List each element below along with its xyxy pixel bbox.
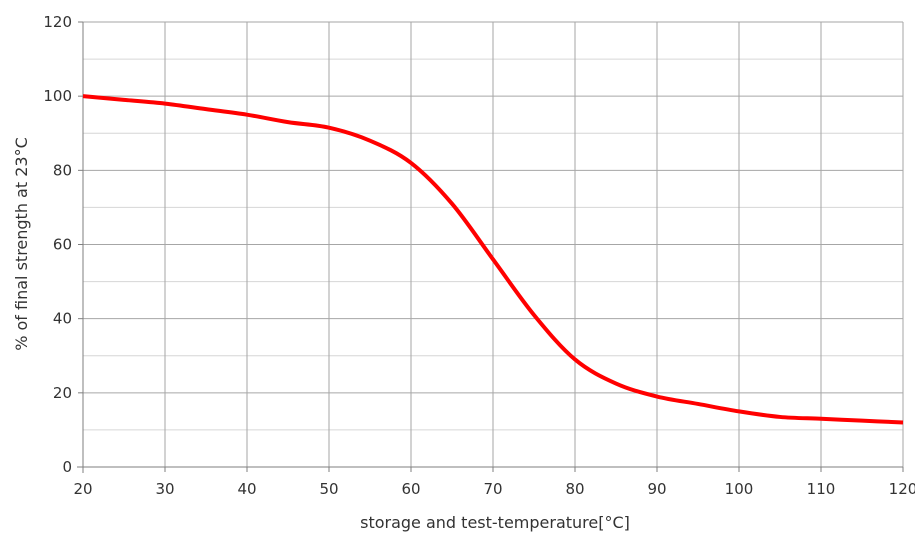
x-axis-label: storage and test-temperature[°C]: [360, 513, 630, 532]
y-tick-label: 0: [62, 458, 72, 476]
x-tick-label: 60: [401, 480, 420, 498]
y-tick-label: 40: [53, 310, 72, 328]
x-tick-label: 70: [483, 480, 502, 498]
x-tick-label: 90: [647, 480, 666, 498]
y-tick-label: 20: [53, 384, 72, 402]
y-tick-label: 120: [43, 13, 72, 31]
axes: [77, 21, 904, 473]
y-tick-label: 80: [53, 161, 72, 179]
grid: [82, 21, 904, 468]
x-tick-label: 50: [319, 480, 338, 498]
y-tick-label: 60: [53, 236, 72, 254]
x-tick-label: 30: [155, 480, 174, 498]
x-tick-label: 40: [237, 480, 256, 498]
series-line: [82, 94, 904, 425]
y-axis-label: % of final strength at 23°C: [12, 137, 31, 351]
x-tick-label: 110: [807, 480, 836, 498]
series-layer: [82, 94, 904, 425]
x-tick-label: 80: [565, 480, 584, 498]
x-tick-label: 120: [889, 480, 915, 498]
x-tick-label: 20: [73, 480, 92, 498]
y-tick-label: 100: [43, 87, 72, 105]
x-tick-label: 100: [725, 480, 754, 498]
